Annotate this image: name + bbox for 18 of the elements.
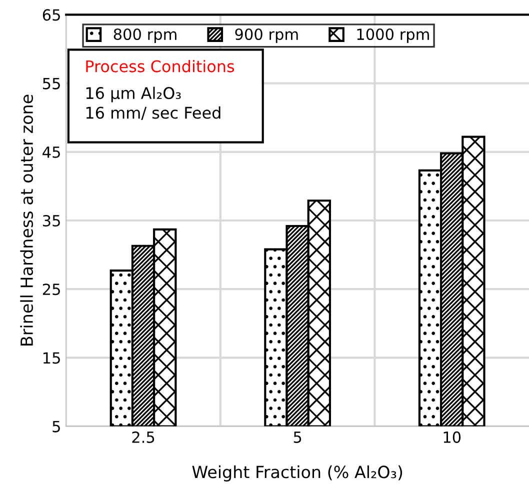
y-tick-label: 5 [52, 420, 60, 432]
x-tick-label: 5 [294, 432, 302, 443]
x-axis-title: Weight Fraction (% Al₂O₃) [192, 465, 402, 482]
annotation: 16 mm/ sec Feed [86, 106, 220, 120]
y-tick-label: 65 [42, 9, 60, 21]
annotation: 16 µm Al₂O₃ [86, 86, 181, 102]
y-tick-label: 35 [42, 214, 60, 227]
legend-label: 800 rpm [114, 28, 176, 44]
y-tick-label: 45 [42, 146, 60, 158]
x-tick-label: 10 [444, 431, 461, 443]
y-tick-label: 15 [44, 352, 60, 364]
legend-label: 900 rpm [235, 28, 298, 44]
y-axis-title: Brinell Hardness at outer zone [20, 94, 34, 346]
y-tick-label: 55 [43, 78, 60, 90]
annotation: Process Conditions [86, 60, 234, 72]
x-tick-label: 2.5 [132, 431, 154, 443]
legend-label: 1000 rpm [357, 28, 429, 44]
y-tick-label: 25 [42, 284, 60, 296]
